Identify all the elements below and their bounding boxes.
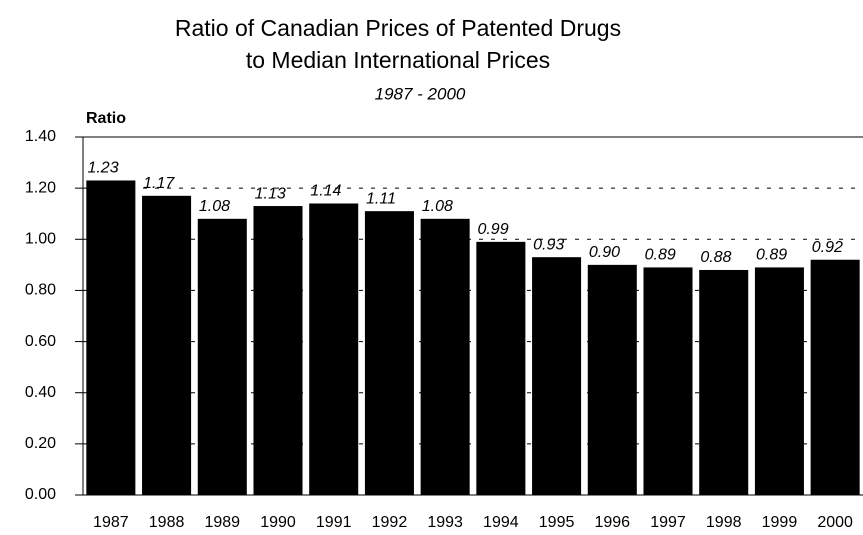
- bar: [86, 180, 136, 495]
- bar: [754, 267, 804, 495]
- bar: [420, 218, 470, 496]
- x-tick-label: 1992: [372, 514, 408, 531]
- x-tick-label: 1991: [316, 514, 352, 531]
- value-label: 0.90: [589, 244, 620, 261]
- value-label: 1.17: [143, 175, 175, 192]
- y-tick-label: 0.20: [25, 435, 56, 452]
- value-label: 0.89: [756, 247, 787, 264]
- x-tick-label: 1993: [427, 514, 463, 531]
- value-label: 0.92: [812, 239, 843, 256]
- y-tick-label: 1.40: [25, 128, 56, 145]
- bar: [476, 241, 526, 495]
- y-axis-label: Ratio: [86, 110, 126, 127]
- x-tick-label: 1995: [539, 514, 575, 531]
- x-tick-label: 1989: [204, 514, 240, 531]
- bar: [643, 267, 693, 495]
- value-label: 1.08: [422, 198, 453, 215]
- value-label: 1.13: [255, 185, 286, 202]
- y-tick-label: 1.20: [25, 179, 56, 196]
- bar: [810, 259, 860, 495]
- x-tick-label: 1988: [149, 514, 185, 531]
- chart-title: to Median International Prices: [246, 47, 550, 73]
- value-label: 1.14: [310, 183, 341, 200]
- value-label: 0.93: [533, 236, 564, 253]
- x-tick-label: 1990: [260, 514, 296, 531]
- bar: [587, 264, 637, 495]
- value-label: 0.99: [477, 221, 508, 238]
- x-tick-label: 1997: [650, 514, 686, 531]
- bar: [253, 206, 303, 496]
- y-tick-label: 0.00: [25, 486, 56, 503]
- value-label: 1.08: [199, 198, 230, 215]
- value-label: 0.89: [645, 247, 676, 264]
- bar: [197, 218, 247, 496]
- y-tick-label: 0.40: [25, 384, 56, 401]
- value-label: 1.11: [366, 190, 396, 207]
- x-tick-label: 1987: [93, 514, 129, 531]
- bar: [364, 211, 414, 495]
- value-label: 0.88: [700, 249, 731, 266]
- bar: [532, 257, 582, 495]
- value-label: 1.23: [87, 160, 118, 177]
- bar: [142, 195, 192, 496]
- x-tick-label: 1996: [594, 514, 630, 531]
- y-tick-label: 0.60: [25, 333, 56, 350]
- y-tick-label: 1.00: [25, 231, 56, 248]
- chart-subtitle: 1987 - 2000: [375, 84, 466, 103]
- x-tick-label: 1998: [706, 514, 742, 531]
- x-tick-label: 1994: [483, 514, 519, 531]
- y-tick-label: 0.80: [25, 282, 56, 299]
- bar: [699, 269, 749, 495]
- bar: [309, 203, 359, 495]
- chart-title: Ratio of Canadian Prices of Patented Dru…: [175, 15, 621, 41]
- x-tick-label: 1999: [762, 514, 798, 531]
- x-tick-label: 2000: [817, 514, 853, 531]
